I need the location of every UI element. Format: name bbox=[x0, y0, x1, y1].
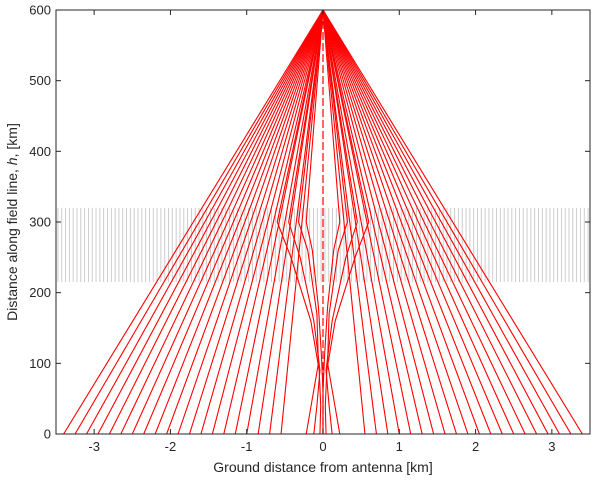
ray-line bbox=[322, 10, 549, 434]
ray-line bbox=[63, 10, 324, 434]
focused-ray bbox=[322, 10, 348, 434]
ray-line bbox=[322, 10, 572, 434]
y-axis-title-suffix: , [km] bbox=[4, 123, 20, 157]
y-axis-title: Distance along field line, h, [km] bbox=[4, 123, 20, 321]
ray-line bbox=[97, 10, 324, 434]
ray-line bbox=[322, 10, 400, 434]
ray-line bbox=[322, 10, 492, 434]
ray-line bbox=[322, 10, 435, 434]
ray-line bbox=[143, 10, 324, 434]
ray-line bbox=[269, 10, 324, 434]
ray-line bbox=[166, 10, 324, 434]
ray-line bbox=[322, 10, 560, 434]
ray-line bbox=[322, 10, 515, 434]
ray-line bbox=[211, 10, 324, 434]
x-tick-label: -2 bbox=[165, 439, 177, 454]
y-tick-label: 500 bbox=[29, 73, 51, 88]
ray-line bbox=[177, 10, 324, 434]
ray-line bbox=[86, 10, 324, 434]
ray-line bbox=[131, 10, 324, 434]
x-tick-label: -1 bbox=[241, 439, 253, 454]
x-axis-ticks: -3 -2 -1 0 1 2 3 bbox=[88, 10, 555, 454]
focused-ray bbox=[322, 10, 370, 434]
ray-line bbox=[322, 10, 389, 434]
ray-line bbox=[154, 10, 324, 434]
focused-ray bbox=[276, 10, 324, 434]
x-tick-label: -3 bbox=[88, 439, 100, 454]
focused-ray bbox=[288, 10, 324, 434]
ray-line bbox=[223, 10, 324, 434]
y-axis-ticks: 0 100 200 300 400 500 600 bbox=[29, 3, 590, 442]
y-tick-label: 300 bbox=[29, 215, 51, 230]
ray-series bbox=[63, 10, 583, 434]
ray-line bbox=[108, 10, 324, 434]
ray-line bbox=[322, 10, 469, 434]
ray-line bbox=[280, 10, 324, 434]
y-tick-label: 200 bbox=[29, 285, 51, 300]
focused-ray bbox=[322, 10, 358, 434]
x-tick-label: 0 bbox=[319, 439, 326, 454]
ray-line bbox=[74, 10, 324, 434]
y-axis-title-variable: h bbox=[4, 157, 20, 165]
ray-line bbox=[322, 10, 503, 434]
ray-line bbox=[322, 10, 526, 434]
ray-line bbox=[322, 10, 412, 434]
x-tick-label: 1 bbox=[396, 439, 403, 454]
y-tick-label: 600 bbox=[29, 3, 51, 18]
ray-line bbox=[322, 10, 480, 434]
x-axis-title: Ground distance from antenna [km] bbox=[213, 459, 432, 475]
y-tick-label: 0 bbox=[44, 427, 51, 442]
y-tick-label: 100 bbox=[29, 356, 51, 371]
ray-line bbox=[322, 10, 446, 434]
focused-ray bbox=[298, 10, 324, 434]
y-axis-title-prefix: Distance along field line, bbox=[4, 165, 20, 321]
ray-line bbox=[322, 10, 583, 434]
ray-line bbox=[322, 10, 458, 434]
y-tick-label: 400 bbox=[29, 144, 51, 159]
ray-line bbox=[257, 10, 324, 434]
ray-line bbox=[246, 10, 324, 434]
ray-line bbox=[322, 10, 423, 434]
ray-line bbox=[200, 10, 324, 434]
ray-line bbox=[234, 10, 324, 434]
ray-line bbox=[120, 10, 324, 434]
x-tick-label: 2 bbox=[472, 439, 479, 454]
ray-line bbox=[188, 10, 324, 434]
ray-line bbox=[322, 10, 366, 434]
ray-line bbox=[322, 10, 538, 434]
ray-line bbox=[322, 10, 377, 434]
x-tick-label: 3 bbox=[548, 439, 555, 454]
